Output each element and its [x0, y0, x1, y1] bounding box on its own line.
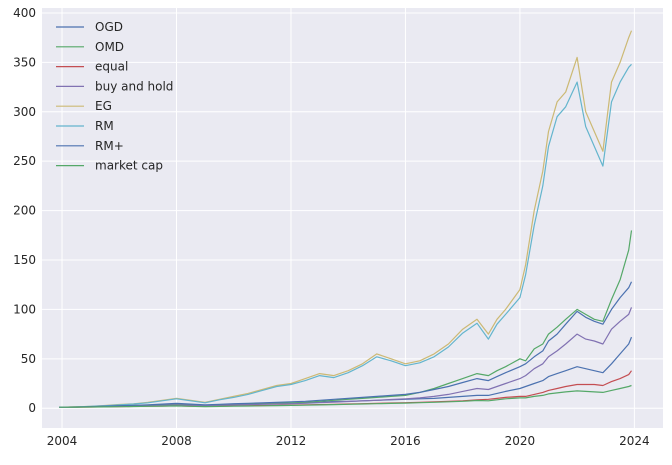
x-tick-label: 2024: [619, 434, 650, 448]
x-tick-label: 2016: [390, 434, 421, 448]
plot-background: [42, 8, 663, 428]
y-tick-label: 150: [13, 253, 36, 267]
legend-label: buy and hold: [95, 79, 173, 93]
y-tick-label: 400: [13, 6, 36, 20]
legend: OGD OMD equal buy and hold EG RM RM+ market cap: [56, 20, 173, 173]
x-axis-ticks: 2004 2008 2012 2016 2020 2024: [47, 434, 650, 448]
y-tick-label: 100: [13, 302, 36, 316]
legend-label: RM+: [95, 139, 124, 153]
y-tick-label: 350: [13, 55, 36, 69]
x-tick-label: 2004: [47, 434, 78, 448]
legend-label: EG: [95, 99, 112, 113]
series-line-omd: [59, 230, 633, 408]
grid-lines: [42, 8, 663, 428]
legend-label: OMD: [95, 40, 124, 54]
legend-label: equal: [95, 60, 128, 74]
series-line-rm-: [59, 281, 633, 408]
x-tick-label: 2020: [505, 434, 536, 448]
y-tick-label: 250: [13, 154, 36, 168]
y-tick-label: 200: [13, 204, 36, 218]
x-tick-label: 2012: [276, 434, 307, 448]
series-line-buy-and-hold: [59, 307, 633, 408]
y-tick-label: 50: [21, 352, 36, 366]
series-line-market-cap: [59, 384, 632, 408]
legend-label: RM: [95, 119, 114, 133]
legend-label: OGD: [95, 20, 123, 34]
series-lines: [59, 30, 633, 408]
series-line-rm: [59, 63, 632, 408]
y-tick-label: 300: [13, 105, 36, 119]
x-tick-label: 2008: [161, 434, 192, 448]
y-tick-label: 0: [28, 401, 36, 415]
legend-label: market cap: [95, 159, 163, 173]
y-axis-ticks: 0 50 100 150 200 250 300 350 400: [13, 6, 36, 415]
